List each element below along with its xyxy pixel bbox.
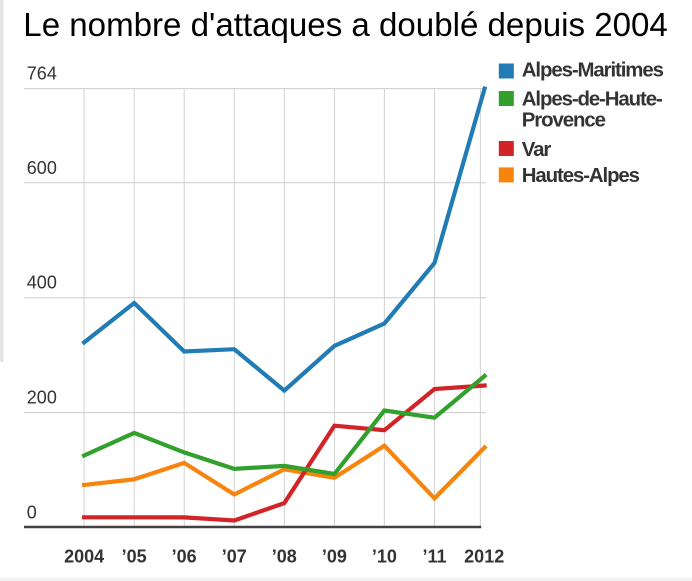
svg-text:2012: 2012 [464,546,504,566]
svg-text:600: 600 [27,158,57,178]
svg-text:200: 200 [27,388,57,408]
svg-text:’08: ’08 [272,546,297,566]
svg-text:Le nombre d'attaques a doublé: Le nombre d'attaques a doublé depuis 200… [23,7,668,44]
svg-text:’10: ’10 [372,546,397,566]
svg-text:’05: ’05 [122,546,147,566]
svg-text:2004: 2004 [64,546,104,566]
svg-text:’06: ’06 [172,546,197,566]
svg-text:’11: ’11 [422,546,446,566]
svg-text:Hautes-Alpes: Hautes-Alpes [522,165,640,187]
svg-text:400: 400 [27,273,57,293]
svg-text:Alpes-Maritimes: Alpes-Maritimes [522,59,664,81]
svg-text:Var: Var [522,139,552,161]
svg-text:764: 764 [27,64,57,84]
svg-text:’09: ’09 [322,546,347,566]
svg-text:’07: ’07 [222,546,247,566]
svg-text:Provence: Provence [522,109,606,131]
svg-text:Alpes-de-Haute-: Alpes-de-Haute- [522,89,662,111]
svg-text:0: 0 [27,502,37,522]
